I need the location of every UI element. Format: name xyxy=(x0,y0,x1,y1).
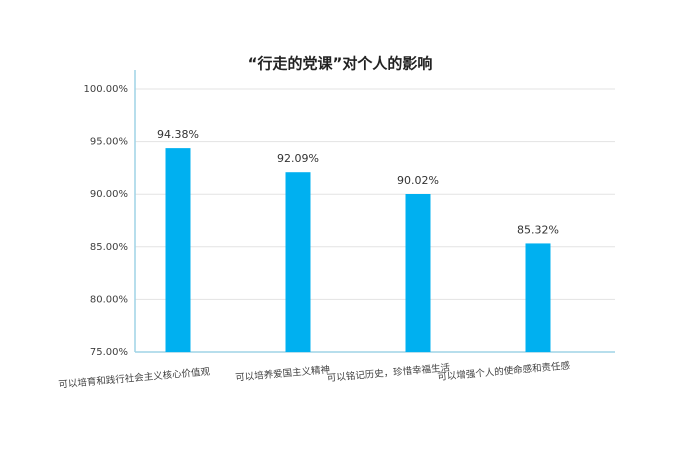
data-label: 85.32% xyxy=(517,223,559,236)
data-label: 92.09% xyxy=(277,152,319,165)
y-tick-label: 75.00% xyxy=(90,347,128,358)
y-tick-label: 85.00% xyxy=(90,242,128,253)
bar xyxy=(165,148,191,352)
y-tick-label: 100.00% xyxy=(84,84,129,95)
data-label: 94.38% xyxy=(157,128,199,141)
y-tick-label: 90.00% xyxy=(90,189,128,200)
bar xyxy=(525,243,551,352)
bar xyxy=(285,172,311,352)
y-tick-label: 80.00% xyxy=(90,294,128,305)
y-tick-label: 95.00% xyxy=(90,137,128,148)
data-label: 90.02% xyxy=(397,174,439,187)
chart-title: “行走的党课”对个人的影响 xyxy=(248,55,433,73)
bar xyxy=(405,193,431,352)
